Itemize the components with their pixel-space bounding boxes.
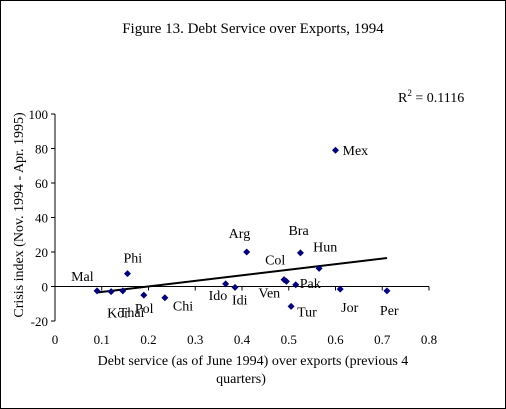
- data-point-marker: [332, 146, 339, 154]
- data-point-label: Arg: [229, 227, 251, 242]
- data-point-label: Phi: [123, 252, 142, 267]
- x-axis-ticks: 0 0.1 0.2 0.3 0.4 0.5 0.6 0.7 0.8: [52, 286, 437, 347]
- data-point-label: Jor: [341, 301, 358, 316]
- data-point-label: Ido: [209, 289, 228, 304]
- data-point-label: Ven: [258, 286, 280, 301]
- x-tick-label: 0.8: [421, 332, 437, 347]
- data-point-marker: [119, 287, 127, 295]
- y-axis-label: Crisis index (Nov. 1994 - Apr. 1995): [12, 112, 27, 318]
- x-tick-label: 0: [52, 332, 59, 347]
- data-point-label: Col: [265, 254, 285, 269]
- data-point-label: Pak: [300, 277, 321, 292]
- x-tick-label: 0.3: [187, 332, 203, 347]
- data-point-label: Mal: [71, 270, 94, 285]
- y-axis-ticks: -20 0 20 40 60 80 100: [29, 107, 55, 329]
- y-tick-label: 0: [42, 280, 49, 295]
- data-point-marker: [383, 287, 391, 295]
- x-tick-label: 0.4: [234, 332, 251, 347]
- axes: [54, 114, 429, 321]
- data-point-label: Thai: [119, 306, 145, 321]
- y-tick-label: -20: [31, 314, 48, 329]
- r-squared-exponent: 2: [407, 88, 412, 98]
- trendline: [96, 257, 388, 294]
- r-squared-annotation: R2 = 0.1116: [398, 88, 464, 106]
- data-point-label: Kor: [107, 307, 129, 322]
- data-point-label: Chi: [173, 300, 193, 315]
- data-point-marker: [243, 248, 251, 256]
- y-tick-label: 80: [35, 142, 48, 157]
- r-squared-prefix: R: [398, 91, 408, 106]
- data-point-marker: [161, 294, 169, 302]
- data-point-marker: [123, 270, 131, 278]
- x-tick-label: 0.7: [374, 332, 391, 347]
- chart-title: Figure 13. Debt Service over Exports, 19…: [122, 21, 384, 37]
- data-point-marker: [296, 249, 304, 257]
- data-point-label: Pol: [135, 302, 154, 317]
- trendline-group: [96, 257, 388, 294]
- y-tick-label: 100: [29, 107, 49, 122]
- data-point-marker: [222, 280, 230, 288]
- data-point-label: Per: [380, 304, 399, 319]
- data-point-marker: [93, 287, 101, 295]
- x-tick-label: 0.1: [94, 332, 110, 347]
- data-point-label: Tur: [297, 305, 317, 320]
- data-point-marker: [315, 264, 323, 272]
- y-tick-label: 20: [35, 245, 48, 260]
- y-tick-label: 40: [35, 211, 48, 226]
- data-point-label: Bra: [288, 224, 309, 239]
- r-squared-value: = 0.1116: [412, 91, 464, 106]
- x-axis-label-line-2: quarters): [216, 372, 266, 387]
- data-point-marker: [292, 281, 300, 289]
- x-tick-label: 0.2: [140, 332, 156, 347]
- x-tick-label: 0.5: [281, 332, 297, 347]
- x-axis-label-line-1: Debt service (as of June 1994) over expo…: [98, 354, 409, 369]
- data-point-marker: [282, 277, 290, 285]
- data-point-marker: [231, 283, 239, 291]
- data-point-label: Idi: [232, 293, 248, 308]
- data-point-label: Mex: [343, 144, 369, 159]
- data-point-marker: [140, 291, 148, 299]
- x-tick-label: 0.6: [327, 332, 344, 347]
- y-tick-label: 60: [35, 176, 48, 191]
- data-point-marker: [336, 285, 344, 293]
- data-point-marker: [287, 302, 295, 310]
- data-point-label: Hun: [313, 240, 337, 255]
- data-point-marker: [107, 288, 115, 296]
